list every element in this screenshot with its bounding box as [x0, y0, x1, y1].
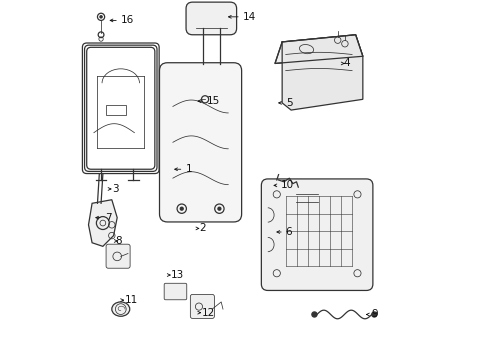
Ellipse shape — [112, 302, 129, 316]
Text: 5: 5 — [285, 98, 292, 108]
FancyBboxPatch shape — [261, 179, 372, 291]
Text: 15: 15 — [206, 96, 220, 106]
Circle shape — [371, 312, 376, 317]
Bar — [106, 105, 126, 116]
FancyBboxPatch shape — [164, 283, 186, 300]
Text: 1: 1 — [185, 164, 192, 174]
Text: 12: 12 — [201, 308, 214, 318]
Text: 4: 4 — [343, 58, 349, 68]
Circle shape — [218, 207, 221, 210]
Text: 16: 16 — [121, 15, 134, 26]
FancyBboxPatch shape — [106, 244, 130, 268]
Text: 11: 11 — [124, 295, 137, 305]
Circle shape — [180, 207, 183, 210]
Polygon shape — [282, 35, 362, 110]
Text: 7: 7 — [104, 213, 111, 222]
Text: 8: 8 — [115, 236, 122, 246]
Text: 9: 9 — [371, 310, 378, 319]
FancyBboxPatch shape — [159, 63, 241, 222]
Text: 6: 6 — [285, 227, 292, 237]
Text: 10: 10 — [280, 180, 293, 190]
Polygon shape — [88, 200, 117, 246]
Polygon shape — [274, 35, 362, 63]
Text: 2: 2 — [199, 224, 206, 233]
FancyBboxPatch shape — [190, 294, 214, 319]
Circle shape — [100, 16, 102, 18]
Text: 3: 3 — [112, 184, 118, 194]
FancyBboxPatch shape — [185, 2, 236, 35]
Circle shape — [311, 312, 316, 317]
Text: 14: 14 — [242, 12, 255, 22]
Text: 13: 13 — [171, 270, 184, 280]
